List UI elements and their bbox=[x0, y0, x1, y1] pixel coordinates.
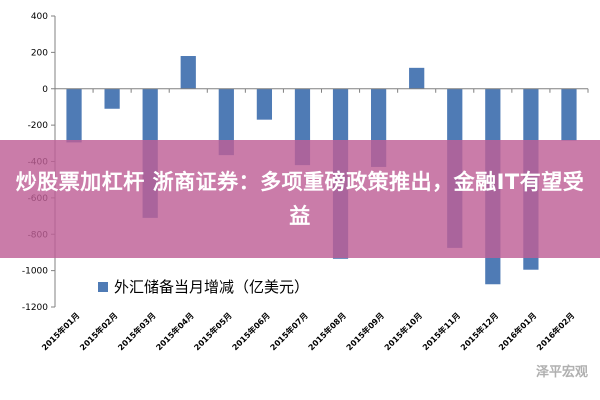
x-tick-label: 2015年09月 bbox=[344, 310, 386, 352]
y-tick-label: 0 bbox=[42, 85, 48, 95]
watermark: 泽平宏观 bbox=[535, 365, 588, 380]
bar bbox=[561, 88, 577, 141]
x-tick-label: 2015年06月 bbox=[230, 310, 272, 352]
y-tick-label: 200 bbox=[31, 48, 48, 58]
x-tick-label: 2015年07月 bbox=[268, 310, 310, 352]
headline-text: 炒股票加杠杆 浙商证券：多项重磅政策推出，金融IT有望受益 bbox=[15, 170, 585, 228]
y-tick-label: -1200 bbox=[22, 303, 48, 313]
bar bbox=[409, 67, 425, 89]
x-tick-label: 2015年12月 bbox=[458, 310, 500, 352]
bar bbox=[256, 88, 273, 120]
x-tick-label: 2016年02月 bbox=[534, 310, 576, 352]
x-tick-label: 2015年04月 bbox=[154, 310, 196, 352]
legend-label: 外汇储备当月增减（亿美元） bbox=[114, 278, 309, 296]
x-tick-label: 2015年01月 bbox=[39, 310, 81, 352]
legend: 外汇储备当月增减（亿美元） bbox=[98, 278, 309, 296]
x-tick-label: 2015年11月 bbox=[420, 310, 462, 352]
y-tick-label: -200 bbox=[28, 121, 49, 131]
bar bbox=[180, 56, 196, 89]
x-tick-label: 2015年10月 bbox=[382, 310, 424, 352]
bar bbox=[104, 88, 120, 109]
legend-swatch bbox=[98, 282, 108, 292]
headline-banner: 炒股票加杠杆 浙商证券：多项重磅政策推出，金融IT有望受益 bbox=[0, 140, 600, 258]
x-tick-label: 2015年02月 bbox=[78, 310, 120, 352]
bar bbox=[218, 88, 234, 156]
x-tick-label: 2015年08月 bbox=[306, 310, 348, 352]
x-tick-label: 2015年03月 bbox=[116, 310, 158, 352]
y-tick-label: -1000 bbox=[22, 267, 48, 277]
bar bbox=[66, 88, 82, 143]
x-tick-label: 2015年05月 bbox=[192, 310, 234, 352]
y-tick-label: 400 bbox=[31, 12, 48, 22]
x-tick-label: 2016年01月 bbox=[496, 310, 538, 352]
